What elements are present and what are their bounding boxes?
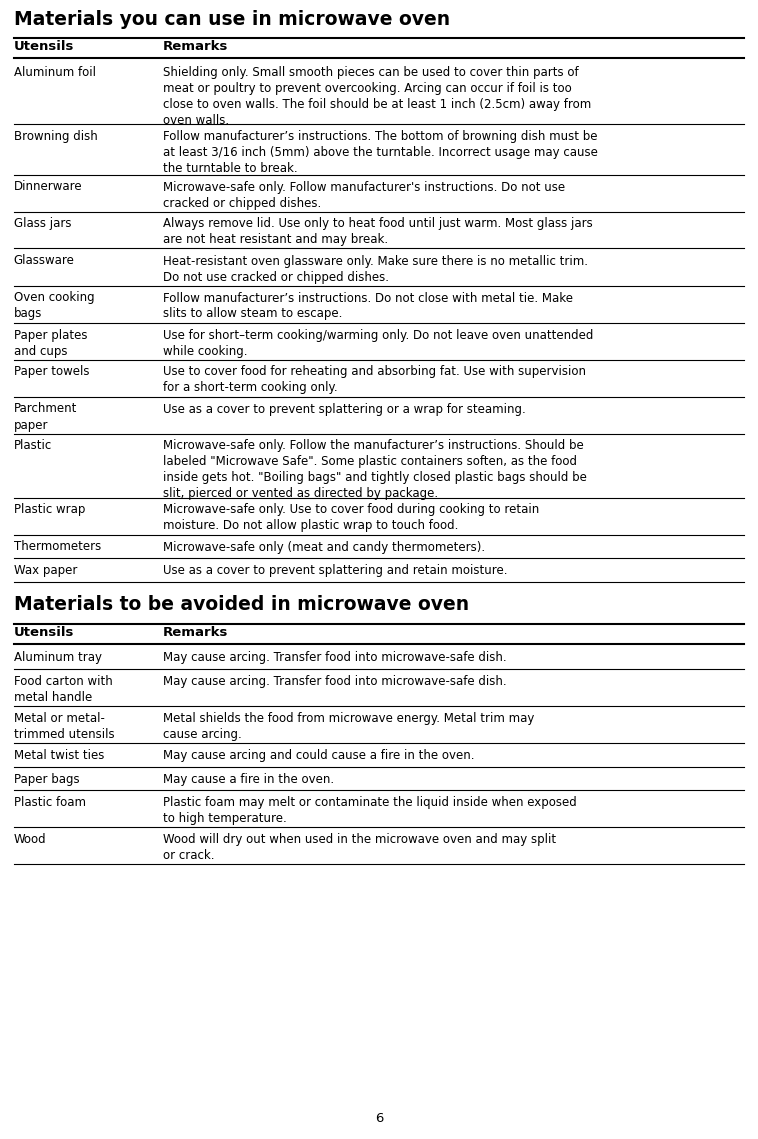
Text: Parchment
paper: Parchment paper (14, 402, 77, 432)
Text: Utensils: Utensils (14, 40, 74, 54)
Text: Food carton with
metal handle: Food carton with metal handle (14, 675, 112, 704)
Text: Microwave-safe only. Use to cover food during cooking to retain
moisture. Do not: Microwave-safe only. Use to cover food d… (163, 503, 539, 533)
Text: Wood will dry out when used in the microwave oven and may split
or crack.: Wood will dry out when used in the micro… (163, 833, 556, 862)
Text: May cause arcing. Transfer food into microwave-safe dish.: May cause arcing. Transfer food into mic… (163, 675, 506, 688)
Text: Glass jars: Glass jars (14, 218, 71, 230)
Text: Use to cover food for reheating and absorbing fat. Use with supervision
for a sh: Use to cover food for reheating and abso… (163, 366, 586, 394)
Text: Metal or metal-
trimmed utensils: Metal or metal- trimmed utensils (14, 712, 114, 741)
Text: Materials you can use in microwave oven: Materials you can use in microwave oven (14, 10, 449, 28)
Text: Aluminum tray: Aluminum tray (14, 652, 102, 664)
Text: Plastic foam may melt or contaminate the liquid inside when exposed
to high temp: Plastic foam may melt or contaminate the… (163, 796, 577, 825)
Text: Heat-resistant oven glassware only. Make sure there is no metallic trim.
Do not : Heat-resistant oven glassware only. Make… (163, 254, 588, 284)
Text: Metal shields the food from microwave energy. Metal trim may
cause arcing.: Metal shields the food from microwave en… (163, 712, 534, 741)
Text: Glassware: Glassware (14, 254, 74, 268)
Text: Use as a cover to prevent splattering or a wrap for steaming.: Use as a cover to prevent splattering or… (163, 402, 526, 416)
Text: Microwave-safe only (meat and candy thermometers).: Microwave-safe only (meat and candy ther… (163, 541, 485, 554)
Text: Browning dish: Browning dish (14, 130, 97, 144)
Text: Follow manufacturer’s instructions. The bottom of browning dish must be
at least: Follow manufacturer’s instructions. The … (163, 130, 598, 175)
Text: 6: 6 (374, 1113, 384, 1125)
Text: Microwave-safe only. Follow manufacturer's instructions. Do not use
cracked or c: Microwave-safe only. Follow manufacturer… (163, 180, 565, 210)
Text: Paper towels: Paper towels (14, 366, 89, 378)
Text: Aluminum foil: Aluminum foil (14, 66, 96, 79)
Text: Microwave-safe only. Follow the manufacturer’s instructions. Should be
labeled ": Microwave-safe only. Follow the manufact… (163, 440, 587, 500)
Text: Plastic foam: Plastic foam (14, 796, 86, 809)
Text: Shielding only. Small smooth pieces can be used to cover thin parts of
meat or p: Shielding only. Small smooth pieces can … (163, 66, 591, 128)
Text: Remarks: Remarks (163, 625, 228, 639)
Text: Remarks: Remarks (163, 40, 228, 54)
Text: Paper plates
and cups: Paper plates and cups (14, 328, 87, 358)
Text: Plastic wrap: Plastic wrap (14, 503, 85, 516)
Text: Always remove lid. Use only to heat food until just warm. Most glass jars
are no: Always remove lid. Use only to heat food… (163, 218, 593, 246)
Text: Wood: Wood (14, 833, 46, 846)
Text: Utensils: Utensils (14, 625, 74, 639)
Text: Use as a cover to prevent splattering and retain moisture.: Use as a cover to prevent splattering an… (163, 564, 507, 577)
Text: May cause arcing and could cause a fire in the oven.: May cause arcing and could cause a fire … (163, 749, 475, 762)
Text: Metal twist ties: Metal twist ties (14, 749, 104, 762)
Text: Oven cooking
bags: Oven cooking bags (14, 292, 94, 320)
Text: Use for short–term cooking/warming only. Do not leave oven unattended
while cook: Use for short–term cooking/warming only.… (163, 328, 594, 358)
Text: May cause arcing. Transfer food into microwave-safe dish.: May cause arcing. Transfer food into mic… (163, 652, 506, 664)
Text: Wax paper: Wax paper (14, 564, 77, 577)
Text: Follow manufacturer’s instructions. Do not close with metal tie. Make
slits to a: Follow manufacturer’s instructions. Do n… (163, 292, 573, 320)
Text: Plastic: Plastic (14, 440, 52, 452)
Text: Dinnerware: Dinnerware (14, 180, 83, 194)
Text: Paper bags: Paper bags (14, 772, 80, 786)
Text: May cause a fire in the oven.: May cause a fire in the oven. (163, 772, 334, 786)
Text: Thermometers: Thermometers (14, 541, 101, 554)
Text: Materials to be avoided in microwave oven: Materials to be avoided in microwave ove… (14, 596, 468, 615)
